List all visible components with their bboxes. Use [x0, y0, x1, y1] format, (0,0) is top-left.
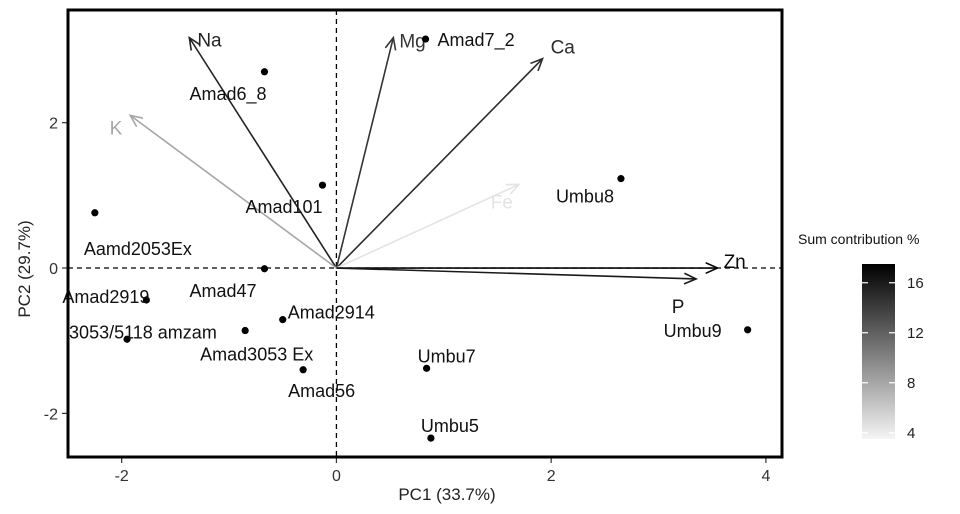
color-legend: Sum contribution % 4 8 12 16	[798, 231, 924, 442]
point-marker	[318, 181, 327, 189]
sample-points: Amad7_2 Amad6_8 Umbu8 Amad101 Aamd2053Ex Amad…	[62, 30, 752, 442]
vector-label: Ca	[551, 38, 576, 59]
sample-point: Amad101	[245, 181, 327, 217]
legend-tick-label: 4	[907, 425, 915, 442]
y-axis-title: PC2 (29.7%)	[15, 220, 34, 317]
legend-tick-label: 12	[907, 325, 924, 342]
point-label: 3053/5118 amzam	[69, 322, 217, 342]
point-marker	[260, 68, 269, 76]
plot-area	[68, 10, 782, 457]
point-label: Umbu5	[421, 416, 479, 436]
point-marker	[617, 175, 625, 183]
plot-frame	[66, 8, 784, 459]
y-tick-label: 0	[49, 261, 58, 278]
sample-point: Umbu7	[418, 346, 476, 372]
point-marker	[241, 326, 249, 335]
y-axis-ticks: -2 0 2	[44, 116, 67, 423]
vector-zn: Zn	[336, 252, 746, 275]
point-label: Aamd2053Ex	[84, 239, 192, 259]
y-tick-label: 2	[49, 116, 58, 133]
sample-point: Amad2919	[62, 287, 150, 307]
legend-tick-label: 16	[907, 275, 924, 292]
sample-point: Umbu9	[664, 321, 752, 341]
point-label: Amad101	[245, 197, 322, 217]
x-tick-label: 0	[332, 468, 341, 485]
legend-ticks: 4 8 12 16	[862, 275, 924, 442]
point-marker	[123, 335, 131, 343]
variable-vectors: Na Mg Ca K Fe Zn P	[110, 31, 746, 318]
point-marker	[744, 326, 752, 334]
point-marker	[421, 35, 430, 43]
legend-tick-label: 8	[907, 375, 915, 392]
plot-background	[68, 10, 782, 457]
sample-point: Amad47	[189, 265, 269, 301]
vector-label: Mg	[399, 32, 425, 53]
vector-label: Zn	[724, 252, 746, 273]
x-tick-label: 4	[761, 468, 770, 485]
legend-title: Sum contribution %	[798, 231, 919, 247]
point-label: Amad3053 Ex	[200, 345, 313, 365]
point-label: Amad47	[189, 281, 256, 301]
sample-point: Umbu8	[556, 175, 625, 207]
vector-mg: Mg	[335, 32, 426, 269]
sample-point: Aamd2053Ex	[84, 209, 192, 259]
vector-na: Na	[188, 31, 338, 269]
point-label: Amad2919	[62, 287, 149, 307]
point-label: Umbu8	[556, 187, 614, 207]
legend-colorbar	[862, 264, 895, 439]
sample-point: Amad7_2	[421, 30, 515, 51]
point-label: Umbu7	[418, 346, 476, 366]
sample-point: Umbu5	[421, 416, 479, 442]
y-tick-label: -2	[44, 406, 58, 423]
vector-label: Na	[197, 31, 222, 52]
point-marker	[279, 316, 287, 324]
point-label: Amad56	[288, 381, 355, 401]
point-label: Umbu9	[664, 321, 722, 341]
x-axis-ticks: -2 0 2 4	[115, 458, 770, 485]
sample-point: Amad56	[288, 366, 355, 401]
point-label: Amad6_8	[189, 84, 266, 105]
point-marker	[423, 364, 431, 372]
vector-label: K	[110, 118, 123, 139]
point-label: Amad2914	[288, 303, 375, 323]
vector-label: P	[672, 297, 685, 318]
point-label: Amad7_2	[438, 30, 515, 51]
sample-point: Amad3053 Ex	[200, 326, 313, 365]
x-tick-label: -2	[115, 468, 129, 485]
x-tick-label: 2	[547, 468, 556, 485]
vector-fe: Fe	[336, 183, 521, 269]
sample-point: Amad6_8	[189, 68, 269, 105]
point-marker	[91, 209, 99, 217]
vector-label: Fe	[491, 192, 513, 213]
sample-point: 3053/5118 amzam	[69, 322, 217, 343]
vector-k: K	[110, 114, 337, 269]
vector-ca: Ca	[335, 38, 576, 269]
x-axis-title: PC1 (33.7%)	[398, 485, 495, 504]
point-marker	[260, 265, 269, 273]
point-marker	[299, 366, 307, 374]
point-marker	[142, 296, 150, 304]
sample-point: Amad2914	[279, 303, 375, 324]
point-marker	[427, 434, 435, 442]
vector-p: P	[336, 267, 699, 318]
